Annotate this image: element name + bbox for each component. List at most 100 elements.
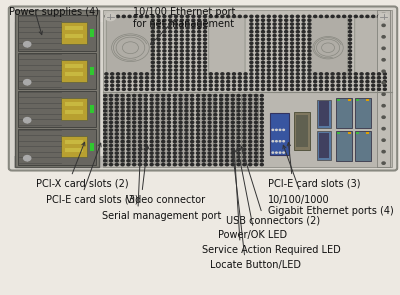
Circle shape	[238, 88, 241, 90]
Circle shape	[267, 65, 270, 67]
Circle shape	[162, 98, 165, 101]
Circle shape	[121, 121, 124, 124]
Circle shape	[185, 137, 188, 139]
Circle shape	[249, 156, 252, 158]
Circle shape	[243, 163, 246, 166]
Circle shape	[244, 88, 247, 90]
Circle shape	[179, 117, 182, 120]
Circle shape	[163, 19, 166, 21]
Circle shape	[243, 121, 246, 124]
Circle shape	[127, 133, 130, 135]
Circle shape	[163, 23, 166, 25]
Circle shape	[150, 114, 153, 116]
Circle shape	[192, 15, 195, 17]
Circle shape	[204, 46, 206, 48]
Text: PCI-E card slots (3): PCI-E card slots (3)	[268, 178, 360, 189]
Circle shape	[104, 133, 107, 135]
Circle shape	[260, 160, 263, 162]
Circle shape	[157, 19, 160, 21]
Circle shape	[204, 38, 206, 40]
Circle shape	[151, 88, 154, 90]
Circle shape	[267, 61, 270, 63]
Circle shape	[196, 98, 200, 101]
Circle shape	[273, 58, 276, 60]
Circle shape	[382, 13, 385, 15]
Circle shape	[256, 15, 259, 17]
Circle shape	[208, 94, 211, 97]
Circle shape	[383, 88, 386, 90]
Circle shape	[191, 137, 194, 139]
Circle shape	[198, 42, 201, 44]
Circle shape	[168, 140, 170, 143]
Circle shape	[296, 35, 299, 37]
Circle shape	[383, 77, 386, 79]
Circle shape	[273, 50, 276, 52]
Circle shape	[231, 125, 234, 127]
Circle shape	[144, 102, 147, 104]
Circle shape	[250, 58, 253, 60]
Circle shape	[220, 133, 223, 135]
Circle shape	[260, 156, 263, 158]
Circle shape	[121, 148, 124, 150]
Circle shape	[192, 61, 195, 63]
Circle shape	[110, 148, 112, 150]
Circle shape	[285, 61, 288, 63]
Circle shape	[249, 137, 252, 139]
Circle shape	[273, 23, 276, 25]
Circle shape	[196, 133, 200, 135]
Circle shape	[254, 144, 258, 147]
Circle shape	[163, 58, 166, 60]
Circle shape	[156, 152, 159, 154]
Circle shape	[186, 81, 189, 83]
Circle shape	[302, 77, 305, 79]
Circle shape	[128, 88, 131, 90]
Circle shape	[174, 27, 178, 29]
Circle shape	[174, 54, 178, 56]
Circle shape	[174, 35, 178, 37]
Circle shape	[186, 19, 189, 21]
Circle shape	[262, 73, 264, 75]
Circle shape	[144, 125, 147, 127]
Circle shape	[256, 35, 259, 37]
Circle shape	[116, 15, 120, 17]
Circle shape	[168, 106, 170, 108]
Circle shape	[296, 61, 299, 63]
Circle shape	[325, 84, 328, 86]
Circle shape	[140, 73, 143, 75]
Circle shape	[231, 102, 234, 104]
Circle shape	[360, 84, 363, 86]
Circle shape	[162, 114, 165, 116]
Circle shape	[191, 114, 194, 116]
Circle shape	[179, 110, 182, 112]
Circle shape	[174, 42, 178, 44]
Text: 10/100/1000
Gigabit Ethernet ports (4): 10/100/1000 Gigabit Ethernet ports (4)	[268, 195, 394, 216]
Circle shape	[382, 82, 385, 84]
Circle shape	[243, 144, 246, 147]
Circle shape	[372, 84, 375, 86]
Circle shape	[163, 35, 166, 37]
Circle shape	[302, 31, 305, 33]
Bar	[355, 131, 371, 161]
Circle shape	[186, 15, 189, 17]
Circle shape	[127, 160, 130, 162]
Circle shape	[254, 121, 258, 124]
Circle shape	[360, 77, 363, 79]
Circle shape	[308, 46, 311, 48]
Circle shape	[209, 81, 212, 83]
Circle shape	[104, 117, 107, 120]
Circle shape	[144, 114, 147, 116]
Circle shape	[169, 65, 172, 67]
Circle shape	[198, 46, 201, 48]
Circle shape	[138, 106, 142, 108]
Circle shape	[279, 54, 282, 56]
Circle shape	[250, 81, 253, 83]
Circle shape	[104, 137, 107, 139]
Circle shape	[215, 88, 218, 90]
Circle shape	[214, 106, 217, 108]
Circle shape	[220, 148, 223, 150]
Circle shape	[191, 94, 194, 97]
Circle shape	[260, 125, 263, 127]
Circle shape	[138, 133, 142, 135]
Circle shape	[198, 69, 201, 71]
Circle shape	[283, 129, 284, 130]
